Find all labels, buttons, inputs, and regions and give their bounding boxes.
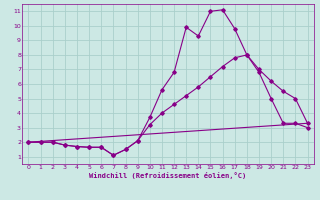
X-axis label: Windchill (Refroidissement éolien,°C): Windchill (Refroidissement éolien,°C): [89, 172, 247, 179]
